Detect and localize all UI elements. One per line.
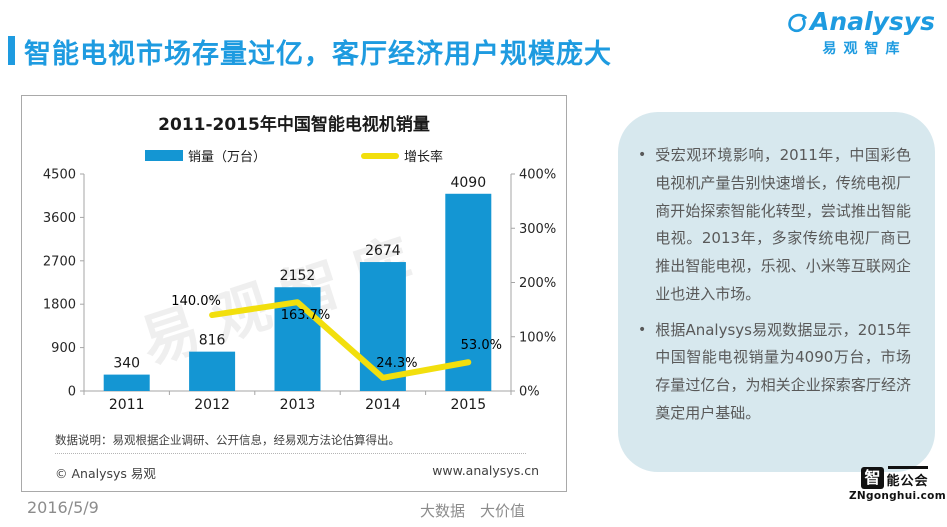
copyright-text: © Analysys 易观 bbox=[55, 466, 156, 481]
chart-card: 2011-2015年中国智能电视机销量 销量（万台） 增长率 易观智库09001… bbox=[21, 95, 567, 492]
svg-text:340: 340 bbox=[113, 356, 140, 372]
chart-legend: 销量（万台） 增长率 bbox=[22, 146, 566, 165]
zhi-glyph-icon: 智 bbox=[861, 467, 884, 489]
insight-panel: • 受宏观环境影响，2011年，中国彩色电视机产量告别快速增长，传统电视厂商开始探… bbox=[618, 112, 935, 472]
legend-label-sales: 销量（万台） bbox=[187, 150, 266, 165]
svg-text:2700: 2700 bbox=[43, 254, 76, 269]
svg-text:2152: 2152 bbox=[280, 268, 316, 284]
footer-slogan: 大数据 大价值 bbox=[420, 502, 526, 520]
svg-text:100%: 100% bbox=[519, 330, 556, 345]
analysys-logo-wordmark: Analysys bbox=[787, 8, 935, 36]
insight-bullet: • 受宏观环境影响，2011年，中国彩色电视机产量告别快速增长，传统电视厂商开始探… bbox=[638, 142, 911, 309]
bar-line-chart: 易观智库090018002700360045000%100%200%300%40… bbox=[43, 168, 556, 413]
legend-item-growth: 增长率 bbox=[361, 146, 443, 165]
dotted-divider bbox=[55, 453, 526, 454]
svg-text:2015: 2015 bbox=[450, 397, 486, 413]
svg-text:200%: 200% bbox=[519, 276, 556, 291]
svg-text:2014: 2014 bbox=[365, 397, 401, 413]
zngonghui-url: ZNgonghui.com bbox=[849, 490, 946, 502]
svg-text:53.0%: 53.0% bbox=[461, 338, 502, 353]
zngonghui-logo-top: 智 能公会 bbox=[849, 466, 941, 489]
footer-date: 2016/5/9 bbox=[27, 498, 99, 517]
bullet-dot-icon: • bbox=[638, 147, 647, 163]
legend-swatch-bar bbox=[144, 150, 183, 161]
svg-text:24.3%: 24.3% bbox=[376, 356, 417, 371]
svg-text:300%: 300% bbox=[519, 222, 556, 237]
insight-bullet-text: 受宏观环境影响，2011年，中国彩色电视机产量告别快速增长，传统电视厂商开始探索… bbox=[655, 146, 911, 303]
slide-header: 智能电视市场存量过亿，客厅经济用户规模庞大 Analysys 易观智库 bbox=[0, 0, 947, 92]
svg-text:400%: 400% bbox=[519, 168, 556, 183]
svg-text:163.7%: 163.7% bbox=[281, 308, 331, 323]
analysys-logo-text: Analysys bbox=[810, 7, 935, 36]
svg-text:816: 816 bbox=[199, 333, 226, 349]
svg-text:2011: 2011 bbox=[109, 397, 145, 413]
svg-text:900: 900 bbox=[51, 341, 76, 356]
insight-bullet-text: 根据Analysys易观数据显示，2015年中国智能电视销量为4090万台，市场… bbox=[655, 320, 911, 422]
analysys-logo: Analysys 易观智库 bbox=[787, 8, 935, 58]
insight-bullet: • 根据Analysys易观数据显示，2015年中国智能电视销量为4090万台，市… bbox=[638, 317, 911, 428]
zngonghui-logo-right: 能公会 bbox=[887, 466, 929, 489]
svg-text:140.0%: 140.0% bbox=[171, 294, 221, 309]
zngonghui-logo: 智 能公会 ZNgonghui.com bbox=[849, 466, 946, 502]
insight-bullet-list: • 受宏观环境影响，2011年，中国彩色电视机产量告别快速增长，传统电视厂商开始探… bbox=[618, 112, 935, 428]
chart-title: 2011-2015年中国智能电视机销量 bbox=[158, 115, 430, 135]
svg-text:3600: 3600 bbox=[43, 211, 76, 226]
svg-text:1800: 1800 bbox=[43, 298, 76, 313]
svg-text:0%: 0% bbox=[519, 385, 540, 400]
legend-label-growth: 增长率 bbox=[404, 150, 444, 165]
svg-text:2012: 2012 bbox=[194, 397, 230, 413]
svg-text:2013: 2013 bbox=[280, 397, 316, 413]
zngonghui-logo-text: 能公会 bbox=[886, 474, 929, 489]
legend-swatch-line bbox=[361, 152, 399, 159]
analysys-logo-subtext: 易观智库 bbox=[822, 40, 907, 57]
logo-bar-icon bbox=[887, 466, 928, 469]
website-link[interactable]: www.analysys.cn bbox=[432, 463, 539, 478]
chart-footer-row: © Analysys 易观 www.analysys.cn bbox=[55, 463, 539, 482]
bullet-dot-icon: • bbox=[638, 321, 647, 338]
svg-text:4090: 4090 bbox=[450, 175, 486, 191]
svg-text:4500: 4500 bbox=[43, 168, 76, 183]
legend-item-sales: 销量（万台） bbox=[144, 146, 266, 165]
title-accent-bar bbox=[8, 36, 15, 65]
svg-text:0: 0 bbox=[68, 385, 76, 400]
svg-text:2674: 2674 bbox=[365, 243, 401, 259]
page-title: 智能电视市场存量过亿，客厅经济用户规模庞大 bbox=[24, 39, 612, 70]
analysys-swoosh-icon bbox=[788, 13, 807, 32]
chart-note: 数据说明：易观根据企业调研、公开信息，经易观方法论估算得出。 bbox=[55, 433, 400, 447]
